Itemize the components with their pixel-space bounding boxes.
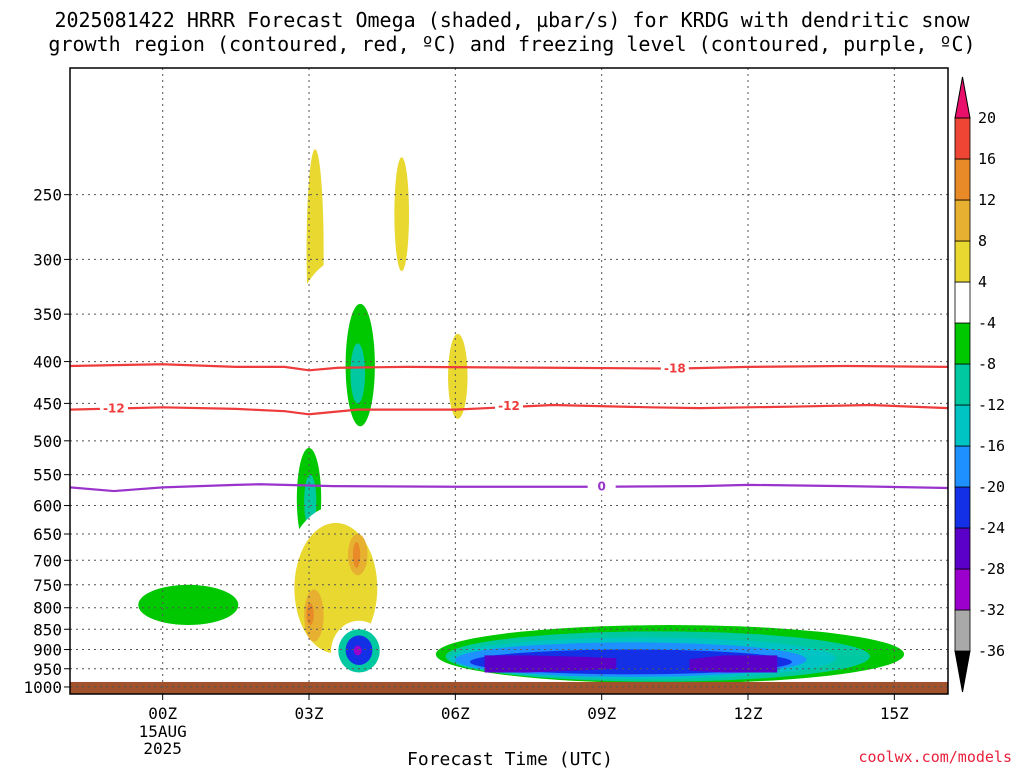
contour-label-bg--12 <box>99 400 128 417</box>
contour--12 <box>70 403 948 416</box>
omega-region-25 <box>99 663 266 678</box>
colorbar-bin-8 <box>954 281 971 324</box>
y-tick-label-450: 450 <box>33 394 62 413</box>
omega-region-3 <box>448 333 468 419</box>
omega-region-15 <box>306 603 314 626</box>
y-tick-label-750: 750 <box>33 576 62 595</box>
colorbar-bin-2 <box>954 527 971 570</box>
ground-surface <box>70 681 948 694</box>
omega-band-0 <box>484 655 617 673</box>
colorbar-bin-0 <box>954 609 971 652</box>
omega-region-6 <box>155 378 170 462</box>
chart-title-line2: growth region (contoured, red, ºC) and f… <box>48 32 976 56</box>
x-tick-label-3: 03Z <box>295 704 324 723</box>
contour-0 <box>70 483 948 493</box>
ground-rect <box>70 681 948 694</box>
colorbar-bin-1 <box>954 568 971 611</box>
gridlines <box>70 68 948 694</box>
x-tick-label-6: 06Z <box>441 704 470 723</box>
y-tick-label-1000: 1000 <box>23 678 62 697</box>
colorbar-bin-6 <box>954 363 971 406</box>
x-tick-sublabel-0-1: 2025 <box>143 739 182 758</box>
colorbar-label-8: -4 <box>978 314 996 332</box>
chart-title: 2025081422 HRRR Forecast Omega (shaded, … <box>0 8 1024 56</box>
y-tick-label-850: 850 <box>33 620 62 639</box>
contour--18 <box>70 363 948 372</box>
omega-region-9 <box>350 343 366 404</box>
omega-region-5 <box>235 324 270 419</box>
y-tick-label-800: 800 <box>33 599 62 618</box>
colorbar-label-7: -8 <box>978 355 996 373</box>
contour-extra-label-bg-0 <box>495 397 523 414</box>
contour-label-bg-0 <box>587 478 616 495</box>
colorbar-label-0: -36 <box>978 642 1005 660</box>
colorbar-bin-3 <box>954 486 971 529</box>
omega-region-21 <box>353 645 362 656</box>
colorbar-bin-12 <box>954 117 971 160</box>
omega-region-17 <box>352 542 361 568</box>
omega-region-26 <box>538 577 578 590</box>
colorbar-bin-7 <box>954 322 971 365</box>
contour-label--18: -18 <box>664 362 686 376</box>
x-axis-label: Forecast Time (UTC) <box>407 749 613 768</box>
colorbar: -36 -32 -28 -24 -20 -16 -12 -8 -4 4 8 12 16 20 <box>954 76 1005 693</box>
colorbar-bin-11 <box>954 158 971 201</box>
colorbar-bin-5 <box>954 404 971 447</box>
colorbar-extend-high <box>954 76 971 119</box>
colorbar-label-1: -32 <box>978 601 1005 619</box>
omega-region-22 <box>396 629 412 673</box>
colorbar-label-5: -16 <box>978 437 1005 455</box>
colorbar-label-2: -28 <box>978 560 1005 578</box>
omega-region-24 <box>138 584 239 626</box>
x-tick-label-15: 15Z <box>880 704 909 723</box>
temperature-contours: -18 -12 0 -12 <box>70 360 948 495</box>
y-axis: 250 300 350 400 450 500 550 600 650 700 750 800 850 9… <box>23 186 70 697</box>
credit-link[interactable]: coolwx.com/models <box>858 748 1012 766</box>
y-tick-label-250: 250 <box>33 186 62 205</box>
colorbar-label-3: -24 <box>978 519 1005 537</box>
omega-band-1 <box>689 655 778 673</box>
colorbar-bin-4 <box>954 445 971 488</box>
y-tick-label-350: 350 <box>33 305 62 324</box>
chart-title-line1: 2025081422 HRRR Forecast Omega (shaded, … <box>54 8 970 32</box>
y-tick-label-900: 900 <box>33 641 62 660</box>
y-tick-label-550: 550 <box>33 466 62 485</box>
colorbar-label-9: 4 <box>978 273 987 291</box>
x-tick-label-9: 09Z <box>587 704 616 723</box>
omega-region-4 <box>394 157 410 272</box>
colorbar-extend-low <box>954 650 971 693</box>
y-tick-label-950: 950 <box>33 660 62 679</box>
omega-shading <box>99 115 948 687</box>
colorbar-label-12: 16 <box>978 150 996 168</box>
y-tick-label-400: 400 <box>33 353 62 372</box>
contour-label-bg--18 <box>660 360 689 377</box>
colorbar-label-6: -12 <box>978 396 1005 414</box>
colorbar-label-13: 20 <box>978 109 996 127</box>
contour-extra-label-0: -12 <box>498 399 520 413</box>
y-tick-label-300: 300 <box>33 250 62 269</box>
colorbar-bin-10 <box>954 199 971 242</box>
y-tick-label-650: 650 <box>33 525 62 544</box>
colorbar-bin-9 <box>954 240 971 283</box>
contour-label--12: -12 <box>103 402 125 416</box>
y-tick-label-700: 700 <box>33 551 62 570</box>
colorbar-label-10: 8 <box>978 232 987 250</box>
contour-label-0: 0 <box>597 480 605 494</box>
x-tick-label-0: 00Z <box>148 704 177 723</box>
colorbar-label-11: 12 <box>978 191 996 209</box>
x-tick-sublabel-0-0: 15AUG <box>139 722 187 741</box>
y-tick-label-500: 500 <box>33 432 62 451</box>
colorbar-label-4: -20 <box>978 478 1005 496</box>
plot-frame <box>69 67 949 695</box>
x-tick-label-12: 12Z <box>734 704 763 723</box>
y-tick-label-600: 600 <box>33 497 62 516</box>
